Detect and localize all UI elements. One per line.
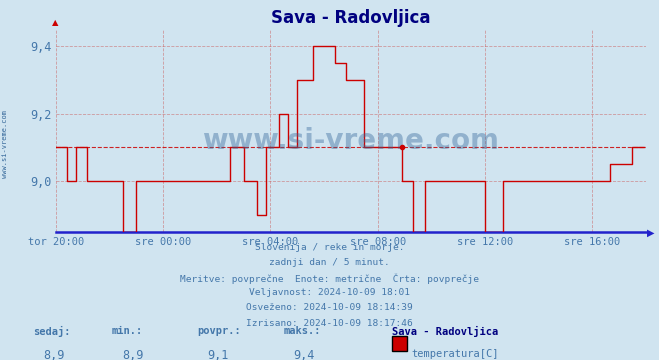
Text: Meritve: povprečne  Enote: metrične  Črta: povprečje: Meritve: povprečne Enote: metrične Črta:… bbox=[180, 273, 479, 284]
Text: Veljavnost: 2024-10-09 18:01: Veljavnost: 2024-10-09 18:01 bbox=[249, 288, 410, 297]
Text: ▶: ▶ bbox=[647, 228, 654, 237]
Text: sedaj:: sedaj: bbox=[33, 326, 71, 337]
Title: Sava - Radovljica: Sava - Radovljica bbox=[271, 9, 431, 27]
Text: Izrisano: 2024-10-09 18:17:46: Izrisano: 2024-10-09 18:17:46 bbox=[246, 319, 413, 328]
Text: 9,4: 9,4 bbox=[293, 349, 314, 360]
Text: min.:: min.: bbox=[112, 326, 143, 336]
Text: ▲: ▲ bbox=[52, 18, 59, 27]
Text: www.si-vreme.com: www.si-vreme.com bbox=[202, 127, 500, 155]
Text: 9,1: 9,1 bbox=[208, 349, 229, 360]
Text: Osveženo: 2024-10-09 18:14:39: Osveženo: 2024-10-09 18:14:39 bbox=[246, 303, 413, 312]
Text: Slovenija / reke in morje.: Slovenija / reke in morje. bbox=[255, 243, 404, 252]
Text: 8,9: 8,9 bbox=[122, 349, 143, 360]
Text: Sava - Radovljica: Sava - Radovljica bbox=[392, 326, 498, 337]
Text: povpr.:: povpr.: bbox=[198, 326, 241, 336]
Text: 8,9: 8,9 bbox=[43, 349, 64, 360]
Text: zadnji dan / 5 minut.: zadnji dan / 5 minut. bbox=[269, 258, 390, 267]
Text: maks.:: maks.: bbox=[283, 326, 321, 336]
Text: www.si-vreme.com: www.si-vreme.com bbox=[2, 110, 9, 178]
Text: temperatura[C]: temperatura[C] bbox=[412, 349, 500, 359]
